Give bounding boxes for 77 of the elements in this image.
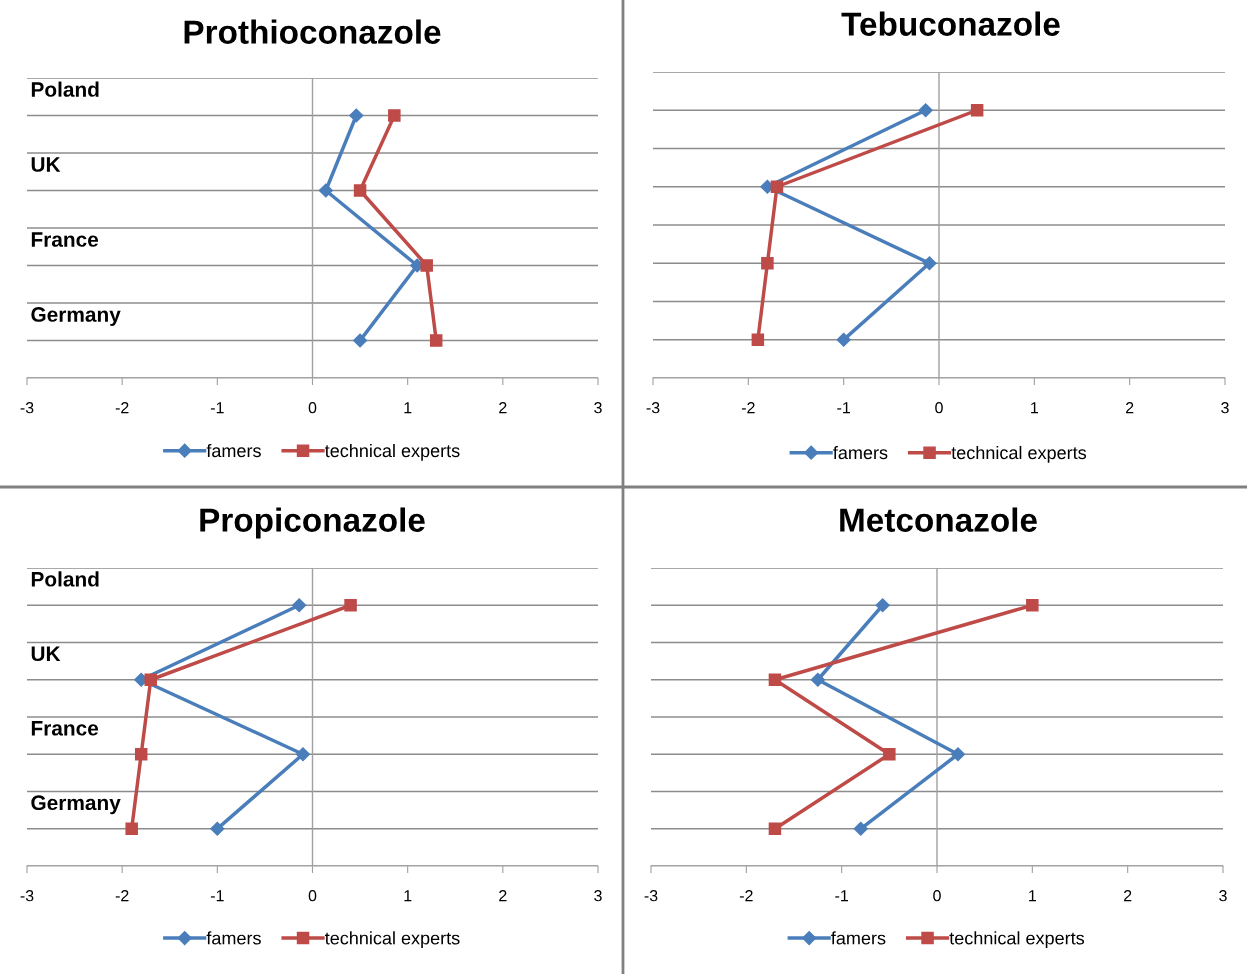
x-tick-label: 2 [499, 402, 507, 414]
x-tick-label: -1 [210, 890, 224, 902]
point [810, 672, 825, 687]
legend-label: famers [831, 931, 886, 945]
point [970, 103, 984, 117]
chart-title: Propiconazole [200, 507, 425, 539]
x-tick-label: 1 [404, 402, 412, 414]
point [768, 673, 782, 687]
point [420, 259, 433, 272]
chart-title: Metconazole [840, 507, 1037, 532]
point [353, 333, 368, 348]
y-tick-label: Germany [31, 795, 121, 815]
x-tick-label: -2 [115, 402, 129, 414]
point [950, 747, 966, 762]
point [922, 256, 937, 271]
point [875, 598, 890, 613]
chart-title: Tebuconazole [841, 11, 1060, 36]
x-tick-label: -2 [115, 890, 129, 902]
point [751, 333, 765, 347]
point [761, 256, 774, 270]
legend-label: famers [206, 443, 261, 458]
x-tick-label: -2 [741, 402, 755, 414]
legend-label: technical experts [324, 443, 460, 461]
point [853, 821, 868, 836]
point [144, 673, 157, 687]
x-tick-label: -1 [835, 890, 848, 902]
x-tick-label: 1 [404, 890, 412, 902]
x-tick-label: 2 [1126, 402, 1134, 414]
x-tick-label: 3 [1219, 890, 1227, 902]
x-tick-label: 0 [933, 890, 941, 902]
x-tick-label: -3 [644, 890, 658, 902]
x-tick-label: 0 [308, 402, 317, 414]
x-tick-label: 3 [1221, 402, 1229, 414]
x-tick-label: 3 [594, 890, 602, 902]
x-tick-label: 1 [1031, 402, 1038, 414]
x-tick-label: -3 [20, 402, 34, 414]
x-tick-label: 0 [935, 402, 943, 414]
point [349, 108, 364, 123]
x-tick-label: 2 [499, 890, 507, 902]
point [768, 822, 782, 836]
point [292, 598, 307, 613]
point [883, 747, 896, 761]
point [918, 103, 933, 118]
y-tick-label: France [31, 232, 99, 247]
x-tick-label: -3 [20, 890, 34, 902]
legend-label: famers [833, 445, 888, 460]
x-tick-label: 2 [1124, 890, 1132, 902]
point [318, 183, 333, 198]
legend-label: famers [206, 931, 261, 945]
point [770, 180, 784, 194]
x-tick-label: -2 [739, 890, 753, 902]
x-tick-label: -1 [210, 402, 224, 414]
point [344, 598, 357, 612]
point [125, 822, 138, 836]
y-tick-label: UK [31, 646, 61, 662]
point [210, 821, 225, 836]
point [836, 332, 851, 347]
x-tick-label: -1 [837, 402, 850, 414]
chart-title: Prothioconazole [184, 19, 441, 44]
legend-label: technical experts [324, 931, 460, 949]
y-tick-label: UK [31, 157, 61, 172]
point [429, 334, 443, 347]
point [134, 747, 148, 761]
y-tick-label: France [31, 721, 99, 736]
y-tick-label: Poland [31, 81, 99, 97]
x-tick-label: -3 [646, 402, 660, 414]
point [1026, 598, 1039, 612]
legend-label: technical experts [951, 445, 1087, 463]
legend-label: technical experts [949, 931, 1085, 949]
point [295, 747, 311, 762]
x-tick-label: 1 [1029, 890, 1036, 902]
x-tick-label: 0 [308, 890, 317, 902]
y-tick-label: Germany [31, 307, 121, 326]
point [353, 184, 367, 197]
y-tick-label: Poland [31, 571, 99, 587]
point [388, 109, 401, 122]
x-tick-label: 3 [594, 402, 602, 414]
